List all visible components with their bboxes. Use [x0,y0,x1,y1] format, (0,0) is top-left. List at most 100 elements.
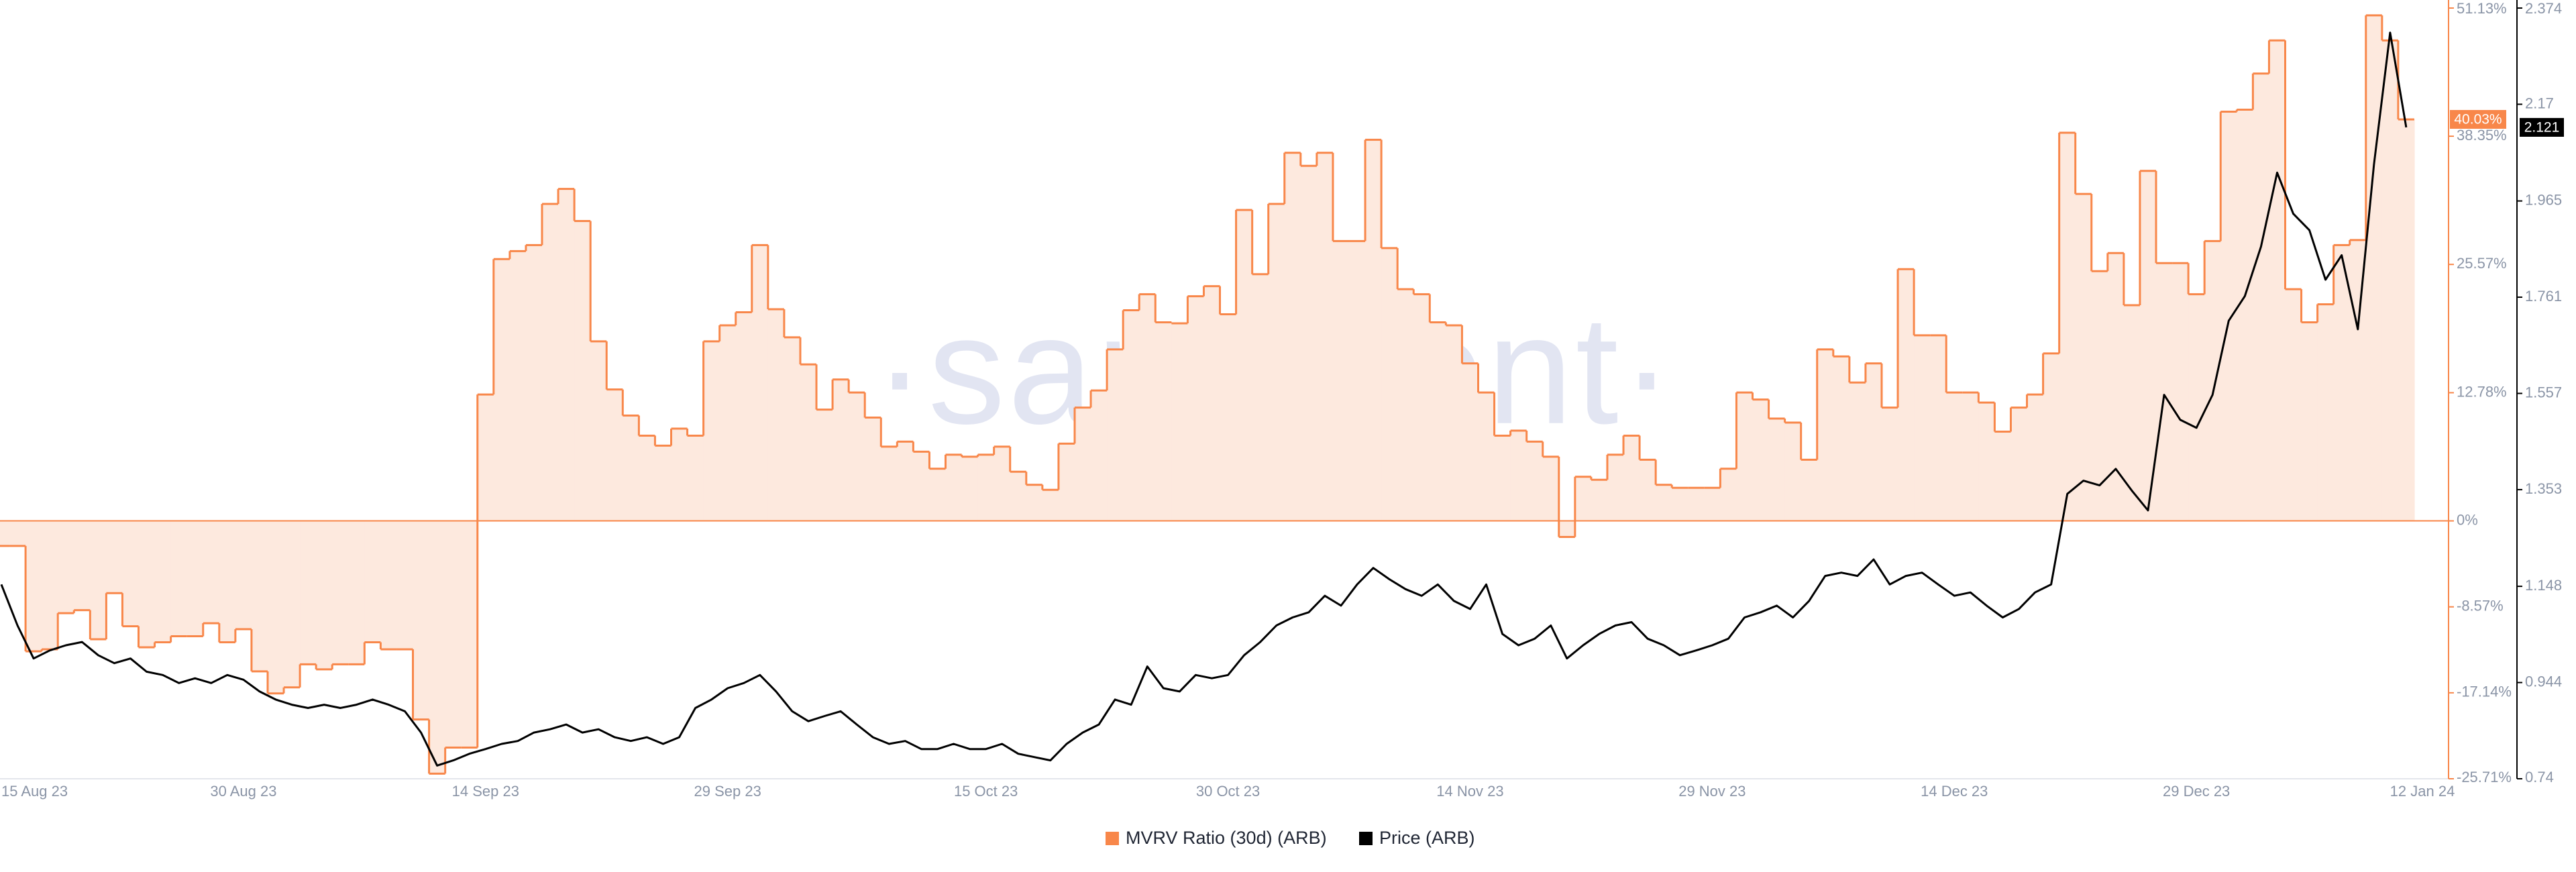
area-segment [1978,402,1996,521]
x-tick-label: 15 Aug 23 [1,783,68,800]
area-segment [1494,435,1511,521]
area-segment [1300,166,1318,521]
y-tick-label: 25.57% [2457,255,2507,272]
area-segment [833,379,849,521]
area-segment [2365,15,2383,521]
area-segment [929,468,947,521]
area-segment [445,521,462,748]
area-segment [2285,289,2302,521]
y-tick-label: -17.14% [2457,684,2512,700]
y2-tick-label: 1.965 [2525,191,2562,208]
area-segment [170,521,188,637]
area-segment [186,521,204,637]
area-segment [1591,480,1608,521]
area-segment [2237,109,2253,521]
area-segment [1526,441,1544,521]
area-segment [1332,241,1350,521]
area-segment [1623,435,1640,521]
area-segment [2172,263,2189,521]
step-line [0,14,2414,775]
area-segment [558,188,575,521]
area-segment [1203,286,1221,521]
area-segment [1672,488,1688,521]
area-segment [1026,484,1043,521]
area-segment [90,521,107,640]
y-tick-label: -8.57% [2457,598,2504,614]
area-segment [2123,305,2141,521]
area-segment [1833,356,1850,521]
area-segment [1107,349,1124,521]
area-segment [2043,353,2060,521]
area-segment [1171,323,1189,521]
area-segment [2349,239,2367,521]
area-segment [429,521,446,774]
area-segment [606,389,623,521]
area-segment [364,521,382,643]
y2-tick-label: 1.353 [2525,480,2562,497]
area-segment [2381,40,2399,521]
area-segment [961,456,979,521]
area-segment [1994,431,2012,521]
area-segment [977,454,995,521]
area-segment [477,394,494,521]
area-segment [1268,204,1285,521]
last-value-label: 40.03% [2454,112,2502,127]
area-segment [1542,456,1560,521]
area-segment [493,259,511,521]
y2-tick-label: 1.148 [2525,577,2562,594]
last-value-tag [2520,117,2564,137]
area-segment [1656,484,1672,521]
area-segment [2107,253,2125,521]
area-segment [380,521,398,649]
area-segment [9,521,26,546]
area-segment [1316,152,1334,521]
price-line [0,32,2408,767]
area-segment [881,446,898,521]
last-value-tag [2450,109,2506,129]
area-segment [542,204,559,521]
area-segment [42,521,58,649]
x-tick-label: 29 Sep 23 [694,783,761,800]
legend-label: Price (ARB) [1379,828,1475,848]
area-segment [994,446,1011,521]
area-segment [849,392,865,521]
area-segment [703,341,720,521]
area-segment [138,521,156,647]
area-segment [1349,241,1366,521]
area-segment [1898,269,1915,521]
area-segment [332,521,349,665]
area-segment [2010,407,2028,521]
area-segment [2156,263,2173,521]
area-segment [1058,443,1075,521]
area-segment [154,521,172,643]
legend-swatch [1359,832,1373,845]
area-segment [1397,289,1414,521]
y2-tick-label: 1.557 [2525,384,2562,400]
area-segment [1284,152,1301,521]
area-segment [2269,40,2286,521]
area-segment [1042,490,1059,521]
area-segment [1962,392,1979,521]
area-segment [2027,394,2044,521]
area-segment [1881,407,1898,521]
y-tick-label: 38.35% [2457,127,2507,144]
area-segment [1558,521,1576,537]
area-segment [1817,349,1834,521]
area-segment [1091,390,1108,521]
area-segment [865,417,881,521]
area-segment [1784,423,1802,521]
area-segment [590,341,607,521]
area-segment [1478,392,1495,521]
y2-tick-label: 2.374 [2525,0,2562,17]
area-segment [235,521,252,630]
area-segment [267,521,284,694]
area-segment [1430,322,1446,521]
area-segment [2075,194,2092,521]
area-segment [1010,472,1027,521]
last-value-label: 2.121 [2524,119,2560,135]
area-segment [74,521,91,610]
area-segment [1607,454,1624,521]
area-segment [1946,392,1963,521]
area-segment [623,415,639,521]
